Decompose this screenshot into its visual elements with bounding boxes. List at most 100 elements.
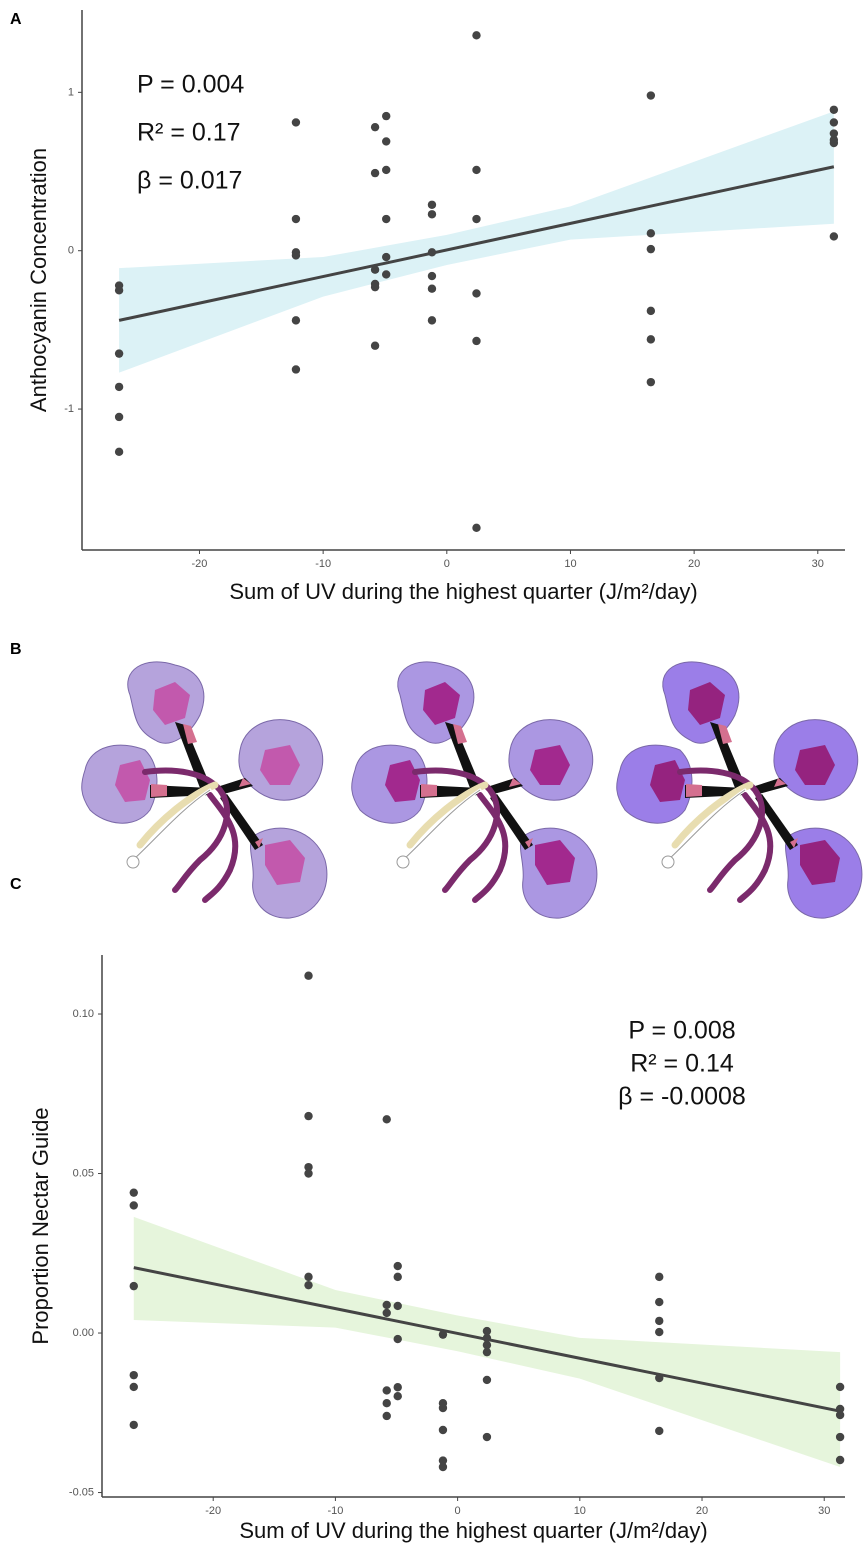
panel-label: B [10, 641, 22, 658]
point [646, 229, 656, 238]
y-tick-label: 0 [68, 245, 74, 257]
x-tick-label: 10 [564, 558, 576, 570]
point [472, 523, 481, 533]
point [427, 210, 437, 219]
point [835, 1455, 845, 1465]
point [472, 165, 481, 175]
point [482, 1326, 492, 1336]
point [829, 232, 839, 241]
point [304, 971, 313, 980]
point [829, 105, 839, 114]
point [393, 1391, 402, 1401]
x-tick-label: 20 [696, 1505, 708, 1517]
point [835, 1382, 845, 1392]
point [393, 1383, 402, 1392]
point [646, 335, 656, 344]
panel-label: C [10, 876, 22, 893]
point [370, 265, 380, 274]
point [129, 1382, 138, 1392]
x-tick-label: 0 [455, 1505, 461, 1517]
point [129, 1188, 138, 1197]
x-tick-label: -10 [327, 1505, 343, 1517]
point [129, 1370, 138, 1380]
point [393, 1301, 402, 1311]
point [370, 282, 380, 292]
y-tick-label: 0.10 [73, 1008, 94, 1020]
annotation: R² = 0.17 [137, 119, 241, 147]
annotation: P = 0.004 [137, 71, 244, 99]
point [655, 1272, 664, 1282]
y-axis-title: Anthocyanin Concentration [26, 148, 51, 412]
point [304, 1162, 313, 1172]
point [646, 306, 656, 316]
point [129, 1420, 138, 1430]
point [382, 111, 391, 121]
point [472, 31, 481, 40]
point [427, 200, 437, 209]
point [114, 412, 124, 422]
point [114, 382, 124, 392]
x-tick-label: 10 [574, 1505, 586, 1517]
point [291, 118, 301, 127]
point [382, 165, 391, 175]
point [655, 1373, 664, 1383]
point [382, 270, 391, 279]
y-tick-label: 0.00 [73, 1327, 94, 1339]
point [114, 447, 124, 457]
x-axis-title: Sum of UV during the highest quarter (J/… [229, 579, 697, 604]
x-tick-label: 30 [818, 1505, 830, 1517]
point [382, 1308, 391, 1318]
annotation: R² = 0.14 [630, 1050, 734, 1078]
annotation: P = 0.008 [628, 1017, 735, 1045]
point [382, 214, 391, 224]
point [438, 1462, 448, 1472]
point [438, 1403, 448, 1413]
point [646, 91, 656, 100]
x-tick-label: 30 [812, 558, 824, 570]
fit-line [118, 165, 835, 322]
point [382, 1386, 391, 1395]
panel-label: A [10, 11, 22, 28]
point [829, 138, 839, 148]
point [382, 1300, 391, 1310]
point [482, 1375, 492, 1385]
point [382, 1115, 391, 1124]
point [370, 168, 380, 178]
x-tick-label: -20 [192, 558, 208, 570]
point [382, 252, 391, 262]
point [472, 214, 481, 224]
point [829, 118, 839, 127]
point [291, 214, 301, 224]
point [370, 341, 380, 350]
point [427, 248, 437, 257]
point [291, 316, 301, 325]
point [829, 129, 839, 138]
point [835, 1404, 845, 1414]
point [655, 1426, 664, 1436]
point [393, 1272, 402, 1282]
point [438, 1456, 448, 1465]
point [482, 1333, 492, 1343]
flower-illustrations [82, 662, 862, 918]
annotation: β = -0.0008 [618, 1083, 746, 1111]
point [472, 289, 481, 298]
point [472, 336, 481, 346]
point [304, 1111, 313, 1121]
point [291, 251, 301, 260]
point [646, 244, 656, 254]
y-tick-label: -1 [64, 403, 74, 415]
point [655, 1316, 664, 1326]
point [114, 286, 124, 295]
point [304, 1272, 313, 1282]
point [393, 1261, 402, 1271]
confidence-band [119, 111, 834, 373]
point [646, 377, 656, 387]
point [382, 137, 391, 146]
point [427, 284, 437, 293]
x-tick-label: -10 [315, 558, 331, 570]
point [291, 365, 301, 374]
point [382, 1399, 391, 1408]
y-tick-label: 0.05 [73, 1167, 94, 1179]
y-axis-title: Proportion Nectar Guide [28, 1107, 53, 1344]
